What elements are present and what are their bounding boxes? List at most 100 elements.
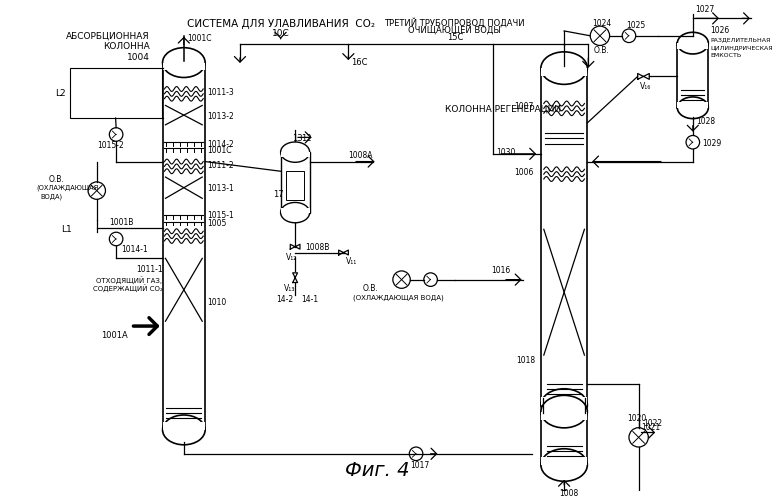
Text: 1022: 1022 xyxy=(644,418,662,427)
Text: 12: 12 xyxy=(301,134,311,143)
Ellipse shape xyxy=(677,33,708,55)
Bar xyxy=(677,44,708,50)
Text: 1013-2: 1013-2 xyxy=(207,111,234,120)
Text: РАЗДЕЛИТЕЛЬНАЯ: РАЗДЕЛИТЕЛЬНАЯ xyxy=(711,37,771,42)
Circle shape xyxy=(424,274,438,287)
Bar xyxy=(281,208,310,213)
Text: V₁₃: V₁₃ xyxy=(283,283,295,292)
Text: 1014-2: 1014-2 xyxy=(207,139,234,148)
Text: 15C: 15C xyxy=(447,33,463,42)
Text: V₁₁: V₁₁ xyxy=(346,256,356,265)
Text: ЕМКОСТЬ: ЕМКОСТЬ xyxy=(711,53,742,58)
Circle shape xyxy=(558,490,571,501)
Bar xyxy=(677,103,708,109)
Text: 1028: 1028 xyxy=(696,117,714,126)
Text: V₁₂: V₁₂ xyxy=(285,253,297,262)
Text: 1027: 1027 xyxy=(695,5,714,14)
Text: 1005: 1005 xyxy=(207,218,226,227)
Text: (ОХЛАЖДАЮЩАЯ ВОДА): (ОХЛАЖДАЮЩАЯ ВОДА) xyxy=(353,294,444,301)
Text: ВОДА): ВОДА) xyxy=(41,193,62,199)
Text: ЦИЛИНДРИЧЕСКАЯ: ЦИЛИНДРИЧЕСКАЯ xyxy=(711,45,773,50)
Text: 1006: 1006 xyxy=(514,167,534,176)
Ellipse shape xyxy=(281,143,310,163)
Text: 1008B: 1008B xyxy=(305,243,329,252)
Text: 10C: 10C xyxy=(271,30,289,38)
Ellipse shape xyxy=(281,203,310,223)
Circle shape xyxy=(109,128,123,142)
Bar xyxy=(541,69,587,77)
Bar xyxy=(541,412,587,465)
Ellipse shape xyxy=(677,98,708,119)
Text: СОДЕРЖАЩИЙ CO₂: СОДЕРЖАЩИЙ CO₂ xyxy=(93,284,162,292)
Circle shape xyxy=(622,30,636,44)
Text: О.В.: О.В. xyxy=(48,174,64,183)
Text: 1029: 1029 xyxy=(703,138,722,147)
Bar xyxy=(162,64,205,71)
Text: 1008A: 1008A xyxy=(349,151,373,160)
Text: 1024: 1024 xyxy=(592,19,612,28)
Text: 1026: 1026 xyxy=(711,27,729,36)
Text: 1011-1: 1011-1 xyxy=(136,264,162,273)
Circle shape xyxy=(393,272,410,289)
Text: ОТХОДЯЩИЙ ГАЗ,: ОТХОДЯЩИЙ ГАЗ, xyxy=(97,275,162,283)
Text: 1011-2: 1011-2 xyxy=(207,161,234,170)
Text: 1001C: 1001C xyxy=(186,34,211,43)
Ellipse shape xyxy=(162,49,205,78)
Bar xyxy=(281,153,310,213)
Text: 1001A: 1001A xyxy=(101,331,128,340)
Text: КОЛОННА РЕГЕНЕРАЦИИ: КОЛОННА РЕГЕНЕРАЦИИ xyxy=(445,105,562,114)
Text: 1013-1: 1013-1 xyxy=(207,184,234,193)
Text: 1018: 1018 xyxy=(516,356,535,365)
Ellipse shape xyxy=(541,449,587,481)
Text: ТРЕТИЙ ТРУБОПРОВОД ПОДАЧИ: ТРЕТИЙ ТРУБОПРОВОД ПОДАЧИ xyxy=(385,18,525,27)
Text: 1007: 1007 xyxy=(514,102,534,111)
Text: 1001B: 1001B xyxy=(109,217,133,226)
Text: О.В.: О.В. xyxy=(593,46,609,55)
Text: V₁₆: V₁₆ xyxy=(640,82,651,91)
Text: 13: 13 xyxy=(292,134,303,143)
Text: 1010: 1010 xyxy=(207,298,226,307)
Ellipse shape xyxy=(541,53,587,85)
Text: 14-2: 14-2 xyxy=(276,294,293,303)
Text: 1001C: 1001C xyxy=(207,146,232,155)
Text: 1020: 1020 xyxy=(627,414,647,423)
Text: 14-1: 14-1 xyxy=(301,294,318,303)
Text: О.В.: О.В. xyxy=(363,283,378,292)
Text: АБСОРБЦИОННАЯ
КОЛОННА
1004: АБСОРБЦИОННАЯ КОЛОННА 1004 xyxy=(66,32,150,62)
Text: 1030: 1030 xyxy=(496,148,516,157)
Circle shape xyxy=(109,233,123,246)
Bar xyxy=(541,397,587,405)
Bar xyxy=(541,69,587,405)
Text: 1011-3: 1011-3 xyxy=(207,88,234,97)
Text: 1015-2: 1015-2 xyxy=(97,140,123,149)
Bar xyxy=(69,69,161,119)
Text: СИСТЕМА ДЛЯ УЛАВЛИВАНИЯ  CO₂: СИСТЕМА ДЛЯ УЛАВЛИВАНИЯ CO₂ xyxy=(186,19,374,29)
Bar xyxy=(286,172,304,201)
Ellipse shape xyxy=(162,415,205,445)
Ellipse shape xyxy=(541,396,587,428)
Circle shape xyxy=(590,27,610,47)
Bar xyxy=(677,44,708,109)
Text: 1025: 1025 xyxy=(626,21,645,30)
Text: 1017: 1017 xyxy=(410,460,430,469)
Circle shape xyxy=(88,182,105,200)
Text: Фиг. 4: Фиг. 4 xyxy=(345,460,410,479)
Text: (ОХЛАЖДАЮЩАЯ: (ОХЛАЖДАЮЩАЯ xyxy=(37,184,99,190)
Text: L2: L2 xyxy=(55,89,66,98)
Text: L1: L1 xyxy=(61,224,72,233)
Text: 1008: 1008 xyxy=(559,488,579,497)
Bar xyxy=(541,457,587,465)
Text: 1021: 1021 xyxy=(641,422,661,431)
Text: 16C: 16C xyxy=(351,58,367,67)
Text: 1014-1: 1014-1 xyxy=(121,244,147,254)
Bar xyxy=(281,153,310,158)
Text: 1016: 1016 xyxy=(491,266,511,275)
Bar xyxy=(162,64,205,430)
Text: 17: 17 xyxy=(273,189,283,198)
Bar xyxy=(162,423,205,430)
Text: ОЧИЩАЮЩЕЙ ВОДЫ: ОЧИЩАЮЩЕЙ ВОДЫ xyxy=(409,25,502,35)
Ellipse shape xyxy=(541,389,587,421)
Bar xyxy=(541,412,587,420)
Text: 1015-1: 1015-1 xyxy=(207,211,234,220)
Circle shape xyxy=(686,136,700,150)
